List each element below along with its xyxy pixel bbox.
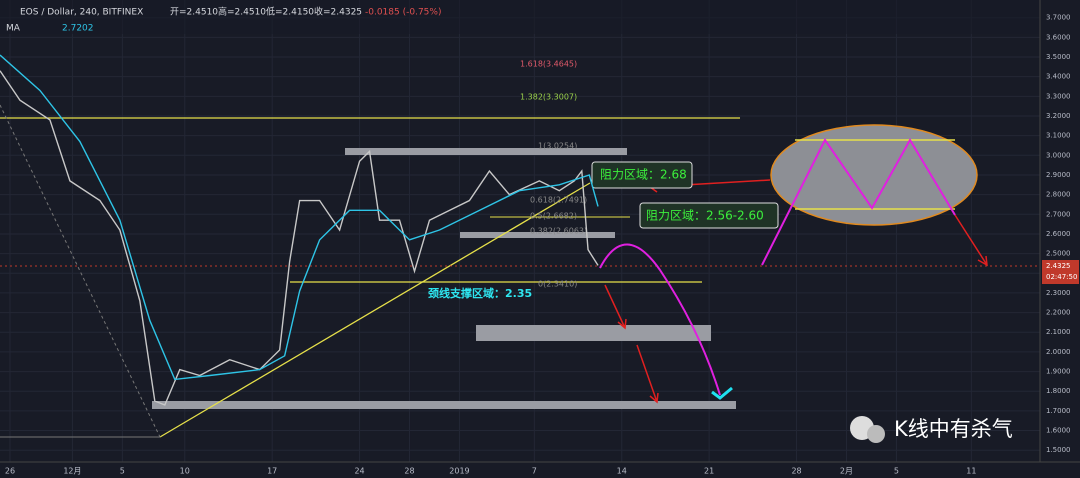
line — [0, 104, 161, 438]
series-line — [0, 70, 599, 406]
y-tick-label: 3.0000 — [1046, 151, 1071, 159]
x-tick-label: 14 — [617, 467, 627, 476]
ohlc: 开=2.4510 — [170, 7, 218, 18]
fib-label: 0(2.3410) — [538, 280, 577, 289]
annotation: 阻力区域：2.68 — [600, 168, 687, 182]
fib-label: 0.5(2.6682) — [530, 212, 577, 221]
x-tick-label: 11 — [966, 467, 976, 476]
y-tick-label: 1.7000 — [1046, 407, 1071, 415]
legend-value: 2.7202 — [62, 24, 94, 34]
x-tick-label: 26 — [5, 467, 15, 476]
zone — [345, 148, 627, 155]
x-tick-label: 5 — [120, 467, 125, 476]
fib-label: 1.382(3.3007) — [520, 93, 577, 102]
zone — [476, 325, 711, 341]
grid — [0, 0, 1040, 462]
y-tick-label: 2.9000 — [1046, 171, 1071, 179]
y-tick-label: 3.1000 — [1046, 132, 1071, 140]
axes: 1.5000 1.6000 1.7000 1.8000 1.9000 2.0000 2.10… — [5, 14, 1071, 476]
zone — [152, 401, 736, 409]
y-tick-label: 1.9000 — [1046, 368, 1071, 376]
y-tick-label: 3.3000 — [1046, 92, 1071, 100]
drawings: 阻力区域：2.68 阻力区域：2.56-2.60 颈线支撑区域：2.35 1.6… — [0, 60, 1040, 438]
fib-label: 0.618(2.7491) — [530, 196, 587, 205]
x-tick-label: 12月 — [63, 467, 81, 476]
symbol: EOS / Dollar, 240, BITFINEX — [20, 8, 143, 18]
fib-label: 0.382(2.6063) — [530, 227, 587, 236]
fib-label: 1(3.0254) — [538, 142, 577, 151]
series-line — [0, 54, 599, 381]
y-tick-label: 1.6000 — [1046, 427, 1071, 435]
y-tick-label: 2.3000 — [1046, 289, 1071, 297]
projection — [599, 243, 721, 396]
header-bg — [0, 0, 1040, 34]
y-tick-label: 3.7000 — [1046, 14, 1071, 22]
x-tick-label: 10 — [180, 467, 190, 476]
price-axis — [1040, 0, 1080, 478]
y-tick-label: 2.7000 — [1046, 210, 1071, 218]
series — [0, 54, 599, 406]
y-tick-label: 2.6000 — [1046, 230, 1071, 238]
price-tag-text: 2.4325 — [1046, 262, 1071, 270]
callout — [639, 202, 779, 229]
annotation: 颈线支撑区域：2.35 — [428, 286, 532, 300]
pattern — [761, 138, 956, 266]
trendline — [159, 182, 591, 438]
price-tag — [1042, 260, 1079, 284]
legend: MA — [6, 24, 21, 34]
diagram — [770, 124, 978, 226]
y-tick-label: 1.8000 — [1046, 387, 1071, 395]
check — [711, 386, 733, 400]
x-tick-label: 28 — [404, 467, 414, 476]
change: -0.0185 (-0.75%) — [365, 8, 441, 18]
ohlc: 收=2.4325 — [314, 6, 362, 18]
annotation: 阻力区域：2.56-2.60 — [646, 209, 764, 223]
y-tick-label: 3.6000 — [1046, 33, 1071, 41]
x-tick-label: 7 — [532, 467, 537, 476]
y-tick-label: 2.8000 — [1046, 191, 1071, 199]
x-tick-label: 24 — [354, 467, 364, 476]
y-tick-label: 2.2000 — [1046, 309, 1071, 317]
x-tick-label: 28 — [791, 467, 801, 476]
y-tick-label: 2.1000 — [1046, 328, 1071, 336]
x-tick-label: 17 — [267, 467, 277, 476]
wechat-icon — [867, 425, 885, 443]
y-tick-label: 3.4000 — [1046, 73, 1071, 81]
x-tick-label: 2019 — [449, 467, 469, 476]
x-tick-label: 5 — [894, 467, 899, 476]
y-tick-label: 2.5000 — [1046, 250, 1071, 258]
ohlc: 低=2.4150 — [266, 6, 314, 18]
countdown: 02:47:50 — [1046, 273, 1077, 281]
callout — [591, 161, 693, 189]
y-tick-label: 3.5000 — [1046, 53, 1071, 61]
y-tick-label: 3.2000 — [1046, 112, 1071, 120]
ohlc: 高=2.4510 — [218, 6, 266, 18]
y-tick-label: 1.5000 — [1046, 446, 1071, 454]
x-tick-label: 21 — [704, 467, 714, 476]
fib-label: 1.618(3.4645) — [520, 60, 577, 69]
watermark: K线中有杀气 — [894, 417, 1013, 441]
y-tick-label: 2.0000 — [1046, 348, 1071, 356]
x-tick-label: 2月 — [840, 467, 853, 476]
zone — [460, 232, 615, 238]
